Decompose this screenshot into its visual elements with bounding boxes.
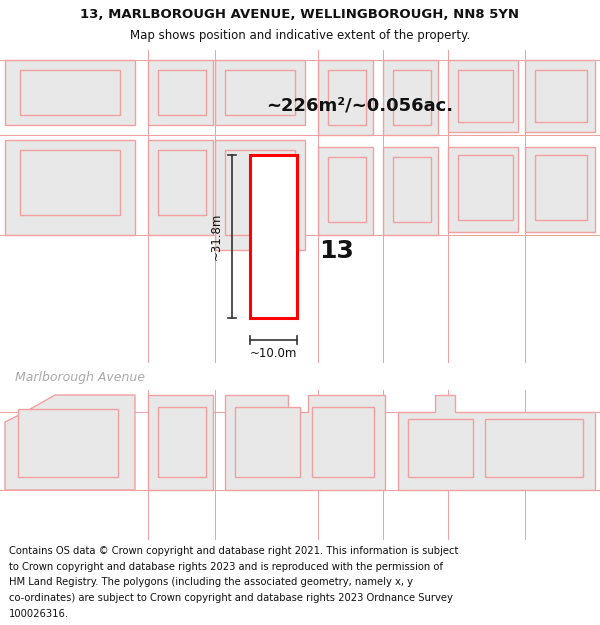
Bar <box>250 155 297 318</box>
Text: ~31.8m: ~31.8m <box>210 213 223 260</box>
Bar <box>448 147 518 232</box>
Bar <box>328 157 366 222</box>
Text: 100026316.: 100026316. <box>9 609 69 619</box>
Bar <box>148 395 213 490</box>
Bar <box>393 157 431 222</box>
Text: ~10.0m: ~10.0m <box>250 347 297 360</box>
Bar <box>408 419 473 477</box>
Bar <box>383 147 438 235</box>
Bar <box>20 70 120 115</box>
Text: 13, MARLBOROUGH AVENUE, WELLINGBOROUGH, NN8 5YN: 13, MARLBOROUGH AVENUE, WELLINGBOROUGH, … <box>80 8 520 21</box>
Bar <box>535 155 587 220</box>
Bar <box>5 60 135 125</box>
Text: to Crown copyright and database rights 2023 and is reproduced with the permissio: to Crown copyright and database rights 2… <box>9 562 443 572</box>
Text: Marlborough Avenue: Marlborough Avenue <box>15 371 145 384</box>
Bar <box>458 70 513 122</box>
Text: Map shows position and indicative extent of the property.: Map shows position and indicative extent… <box>130 29 470 42</box>
Bar <box>535 70 587 122</box>
Bar <box>458 155 513 220</box>
Polygon shape <box>398 395 595 490</box>
Bar <box>148 60 213 125</box>
Bar <box>448 60 518 132</box>
Bar <box>158 150 206 215</box>
Bar <box>215 60 305 125</box>
Text: ~226m²/~0.056ac.: ~226m²/~0.056ac. <box>266 96 454 114</box>
Text: co-ordinates) are subject to Crown copyright and database rights 2023 Ordnance S: co-ordinates) are subject to Crown copyr… <box>9 593 453 603</box>
Bar <box>318 60 373 135</box>
Text: HM Land Registry. The polygons (including the associated geometry, namely x, y: HM Land Registry. The polygons (includin… <box>9 578 413 587</box>
Bar <box>18 409 118 477</box>
Text: 13: 13 <box>320 239 355 264</box>
Bar <box>485 419 583 477</box>
Polygon shape <box>225 395 385 490</box>
Bar <box>383 60 438 135</box>
Bar <box>215 140 305 250</box>
Bar <box>525 147 595 232</box>
Bar <box>318 147 373 235</box>
Bar <box>148 140 213 235</box>
Bar <box>0 362 600 390</box>
Bar <box>5 140 135 235</box>
Bar <box>393 70 431 125</box>
Bar <box>225 70 295 115</box>
Bar <box>235 407 300 477</box>
Bar <box>312 407 374 477</box>
Text: Contains OS data © Crown copyright and database right 2021. This information is : Contains OS data © Crown copyright and d… <box>9 546 458 556</box>
Bar <box>225 150 295 235</box>
Bar <box>158 70 206 115</box>
Bar <box>20 150 120 215</box>
Bar <box>158 407 206 477</box>
Polygon shape <box>5 395 135 490</box>
Bar <box>328 70 366 125</box>
Bar <box>525 60 595 132</box>
